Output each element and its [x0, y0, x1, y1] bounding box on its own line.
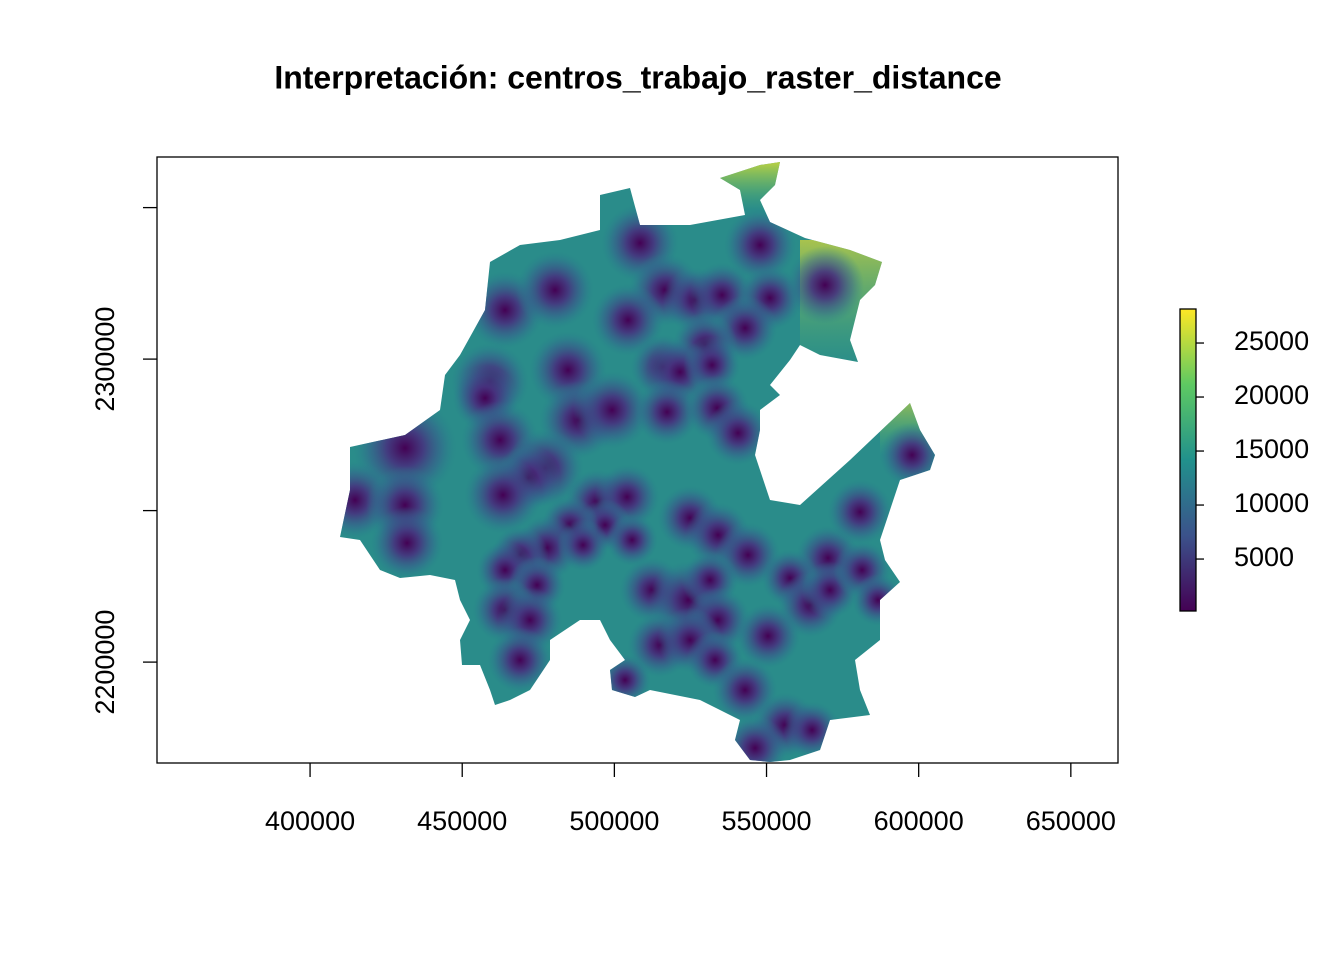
x-tick-label: 450000 [417, 806, 507, 836]
x-tick-label: 500000 [569, 806, 659, 836]
colorbar-label: 5000 [1234, 542, 1294, 572]
distance-raster [340, 162, 935, 762]
raster-patch [370, 506, 444, 580]
colorbar-label: 10000 [1234, 488, 1309, 518]
x-tick-label: 650000 [1026, 806, 1116, 836]
raster-patch [723, 208, 797, 282]
raster-patch [464, 456, 542, 534]
x-tick-label: 600000 [874, 806, 964, 836]
y-tick-label: 2300000 [90, 307, 120, 412]
raster-patch [786, 246, 864, 324]
raster-patch [606, 514, 658, 566]
raster-patch [722, 715, 788, 762]
raster-patch [634, 379, 700, 445]
raster-patch [557, 519, 609, 571]
x-tick-label: 550000 [721, 806, 811, 836]
raster-patch [573, 371, 651, 449]
y-tick-label: 2200000 [90, 610, 120, 715]
x-tick-label: 400000 [265, 806, 355, 836]
colorbar-label: 25000 [1234, 326, 1309, 356]
chart-title: Interpretación: centros_trabajo_raster_d… [274, 59, 1001, 95]
colorbar-label: 15000 [1234, 434, 1309, 464]
raster-patch [827, 479, 893, 545]
raster-patch [879, 422, 935, 488]
raster-patch [516, 251, 594, 329]
raster-patch [599, 654, 651, 706]
colorbar-label: 20000 [1234, 380, 1309, 410]
raster-patch [783, 701, 841, 759]
colorbar [1179, 308, 1197, 612]
raster-patch [705, 400, 771, 466]
raster-patch [852, 574, 904, 626]
raster-patch [591, 283, 665, 357]
raster-patch [487, 627, 553, 693]
plot-frame [156, 156, 1119, 764]
raster-patch [735, 603, 801, 669]
